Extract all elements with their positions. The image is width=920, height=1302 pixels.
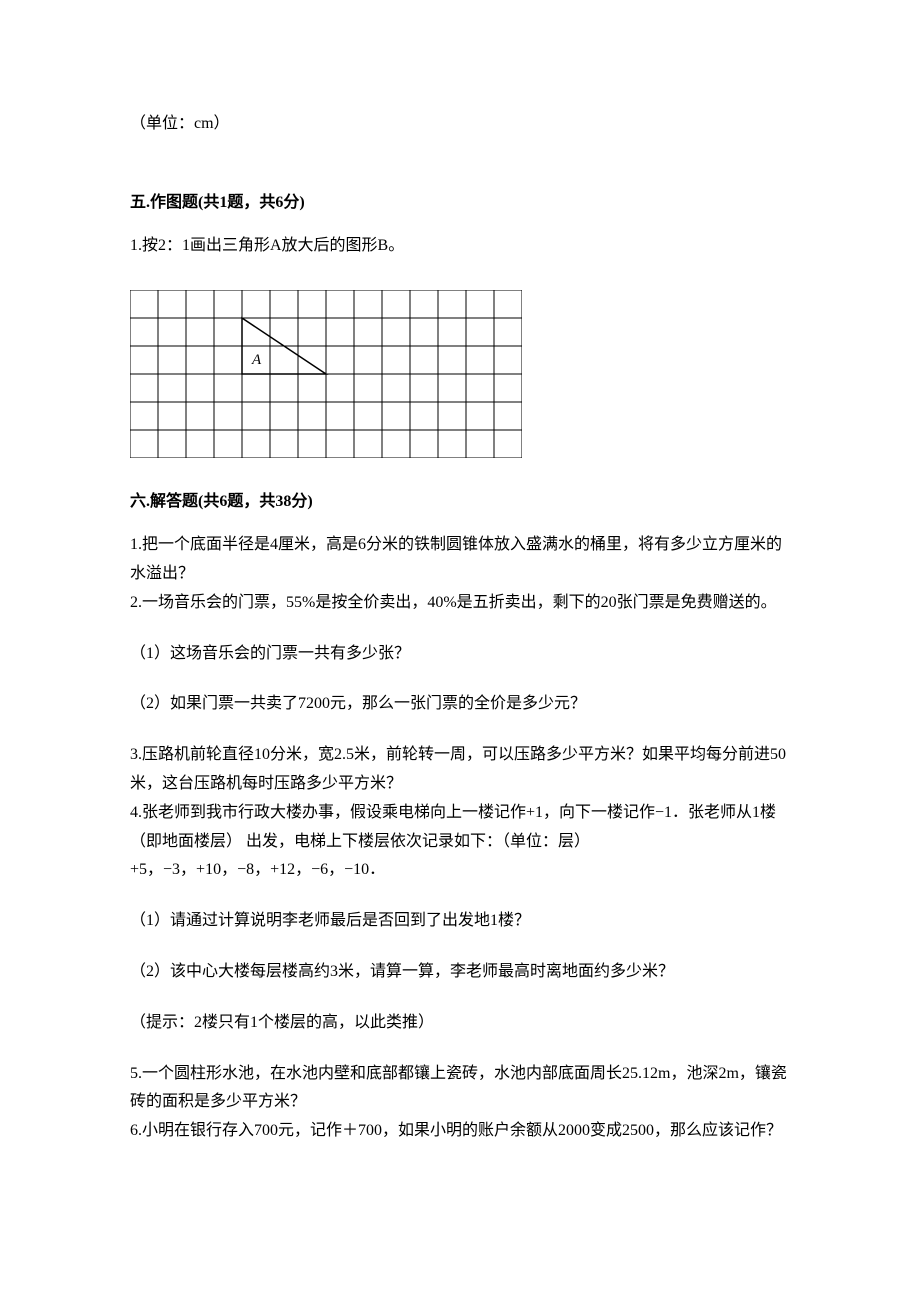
grid-figure: A bbox=[130, 290, 790, 458]
section6-q5: 5.一个圆柱形水池，在水池内壁和底部都镶上瓷砖，水池内部底面周长25.12m，池… bbox=[130, 1060, 790, 1118]
section6-q4-sub1: （1）请通过计算说明李老师最后是否回到了出发地1楼？ bbox=[130, 907, 790, 936]
grid-svg: A bbox=[130, 290, 522, 458]
section6-q4-sub2: （2）该中心大楼每层楼高约3米，请算一算，李老师最高时离地面约多少米？ bbox=[130, 958, 790, 987]
section6-q2: 2.一场音乐会的门票，55%是按全价卖出，40%是五折卖出，剩下的20张门票是免… bbox=[130, 589, 790, 618]
section6-q3: 3.压路机前轮直径10分米，宽2.5米，前轮转一周，可以压路多少平方米？如果平均… bbox=[130, 741, 790, 799]
section6-q4-hint: （提示：2楼只有1个楼层的高，以此类推） bbox=[130, 1009, 790, 1038]
section6-q2-sub1: （1）这场音乐会的门票一共有多少张？ bbox=[130, 640, 790, 669]
section6-q1: 1.把一个底面半径是4厘米，高是6分米的铁制圆锥体放入盛满水的桶里，将有多少立方… bbox=[130, 531, 790, 589]
section6-title: 六.解答题(共6题，共38分) bbox=[130, 488, 790, 517]
section6-q2-sub2: （2）如果门票一共卖了7200元，那么一张门票的全价是多少元？ bbox=[130, 690, 790, 719]
section5-q1: 1.按2：1画出三角形A放大后的图形B。 bbox=[130, 232, 790, 261]
unit-note: （单位：cm） bbox=[130, 110, 790, 139]
section6-q6: 6.小明在银行存入700元，记作＋700，如果小明的账户余额从2000变成250… bbox=[130, 1117, 790, 1146]
section5-title: 五.作图题(共1题，共6分) bbox=[130, 189, 790, 218]
svg-text:A: A bbox=[251, 352, 262, 368]
section6-q4: 4.张老师到我市行政大楼办事，假设乘电梯向上一楼记作+1，向下一楼记作−1．张老… bbox=[130, 799, 790, 885]
